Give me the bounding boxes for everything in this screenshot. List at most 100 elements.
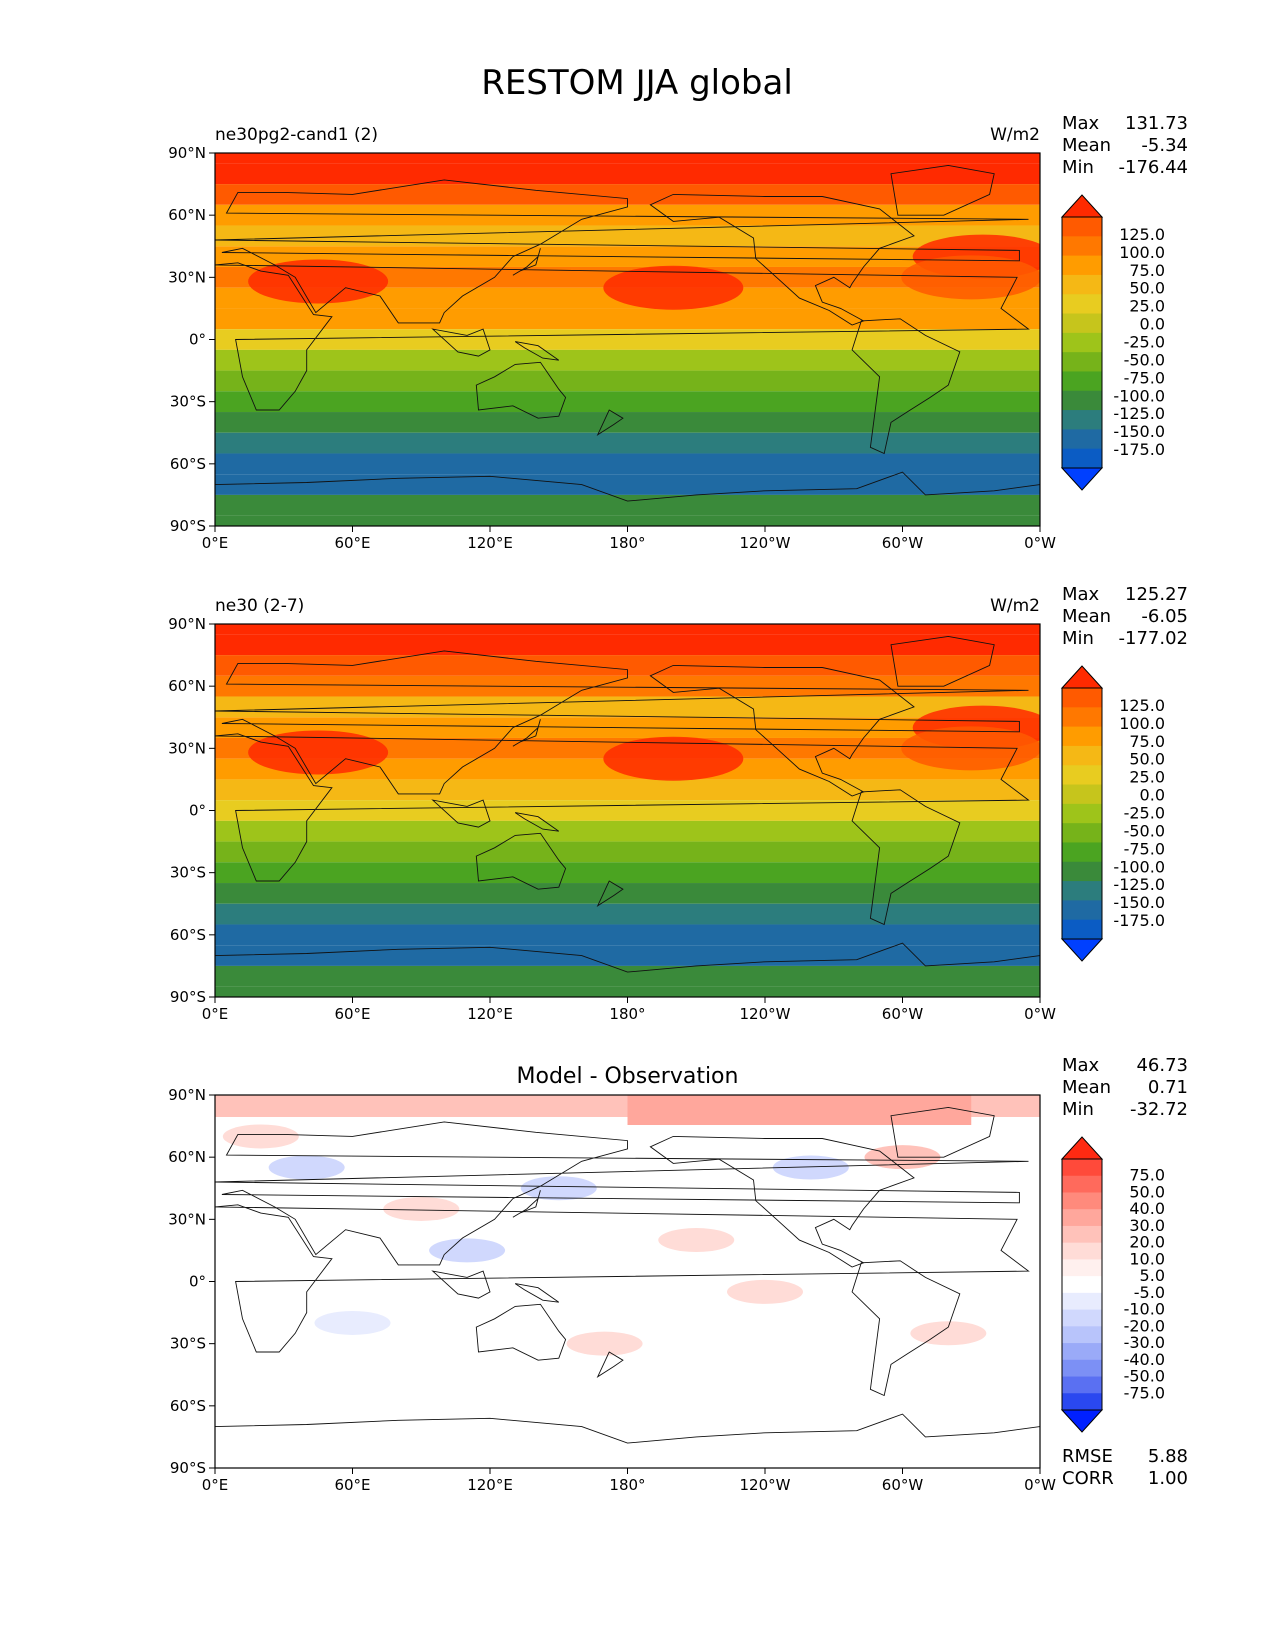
y-tick-label: 60°N [168, 677, 206, 695]
y-tick-label: 60°N [168, 206, 206, 224]
colorbar-swatch [1062, 313, 1102, 334]
coastlines [215, 164, 1040, 526]
field-band-50°N [215, 696, 1040, 718]
colorbar-swatch [1062, 371, 1102, 392]
colorbar-tick-label: 125.0 [1119, 225, 1165, 244]
panel-title: ne30pg2-cand1 (2) [215, 125, 378, 145]
stat-value-max: 125.27 [1125, 584, 1188, 605]
y-tick-label: 90°S [170, 517, 206, 535]
colorbar-frame [1061, 1158, 1103, 1411]
x-tick-label: 60°E [334, 1005, 370, 1023]
colorbar-tick-label: 125.0 [1119, 696, 1165, 715]
colorbar-tick-label: -175.0 [1113, 911, 1165, 930]
field-band-50°S [215, 432, 1040, 454]
y-tick-label: 30°S [170, 1335, 206, 1353]
x-tick-label: 120°W [740, 1005, 791, 1023]
stat-label: Mean [1062, 1077, 1111, 1098]
stat-label: Min [1062, 628, 1094, 649]
colorbar-swatch [1062, 842, 1102, 863]
colorbar-tick-label: -100.0 [1113, 857, 1165, 876]
field-band-80°S [215, 494, 1040, 516]
field-band-60°S [215, 924, 1040, 946]
colorbar-tick-label: -75.0 [1124, 839, 1165, 858]
y-tick-label: 60°S [170, 926, 206, 944]
colorbar-swatch [1062, 823, 1102, 843]
field-patch-arctic [627, 1095, 972, 1125]
stat-label: Max [1062, 113, 1100, 134]
colorbar-tick-label: -50.0 [1124, 1367, 1165, 1386]
colorbar-swatch [1062, 390, 1102, 411]
colorbar-tick-label: 50.0 [1129, 279, 1165, 298]
stat-value-mean: 0.71 [1148, 1077, 1188, 1098]
x-tick-label: 120°W [740, 1476, 791, 1494]
coastline-5 [890, 164, 995, 216]
colorbar-swatch [1062, 1393, 1102, 1411]
colorbar-swatch [1062, 726, 1102, 747]
coastline-3 [649, 1135, 915, 1268]
field-patch-5 [383, 1196, 460, 1221]
y-tick-label: 90°N [168, 144, 206, 162]
panel-1: 0°E 60°E 120°E 180° 120°W 60°W 0°W 90°N 60°N 30°N… [168, 113, 1188, 552]
y-tick-label: 30°S [170, 393, 206, 411]
colorbar-swatch [1062, 236, 1102, 257]
colorbar-tick-label: -30.0 [1124, 1333, 1165, 1352]
colorbar-tick-label: -75.0 [1124, 1383, 1165, 1402]
coastline-1 [215, 1121, 1029, 1266]
field-band-90°N [215, 153, 1040, 164]
colorbar-min-extension [1060, 1409, 1104, 1433]
stat-value-min: -176.44 [1119, 157, 1188, 178]
rmse-label: RMSE [1062, 1446, 1113, 1467]
stat-label: Max [1062, 584, 1100, 605]
colorbar-swatch [1062, 1259, 1102, 1277]
colorbar-swatch [1062, 274, 1102, 295]
colorbar-tick-label: -125.0 [1113, 875, 1165, 894]
colorbar-tick-label: 40.0 [1129, 1199, 1165, 1218]
field-patch-6 [658, 1228, 735, 1253]
field-maximum-3 [901, 726, 1040, 771]
colorbar-frame [1061, 687, 1103, 940]
field-band-70°N [215, 655, 1040, 676]
colorbar-swatch [1062, 765, 1102, 786]
colorbar: 75.050.040.030.020.010.05.0-5.0-10.0-20.… [1060, 1136, 1165, 1433]
colorbar-swatch [1062, 410, 1102, 430]
field-band-30°S [215, 391, 1040, 413]
colorbar-tick-label: 75.0 [1129, 732, 1165, 751]
colorbar-tick-label: -50.0 [1124, 350, 1165, 369]
coastline-4 [851, 318, 961, 455]
colorbar-tick-label: 75.0 [1129, 261, 1165, 280]
field-band-70°S [215, 474, 1040, 495]
field-band-10°S [215, 820, 1040, 842]
colorbar-swatch [1062, 1376, 1102, 1394]
y-tick-label: 90°S [170, 988, 206, 1006]
field-maximum-1 [603, 265, 744, 310]
field-patch-0 [268, 1155, 345, 1180]
colorbar-tick-label: -150.0 [1113, 893, 1165, 912]
colorbar-tick-label: -50.0 [1124, 821, 1165, 840]
coastline-3 [649, 664, 915, 797]
coastline-9 [512, 1190, 541, 1218]
colorbar-swatch [1062, 1192, 1102, 1210]
coastline-0 [215, 262, 1030, 411]
field-band-20°S [215, 370, 1040, 392]
colorbar-tick-label: -125.0 [1113, 404, 1165, 423]
field-band-90°N [215, 624, 1040, 635]
colorbar-max-extension [1060, 194, 1104, 218]
corr-label: CORR [1062, 1468, 1114, 1489]
field-maximum-3 [901, 255, 1040, 300]
x-tick-label: 0°W [1024, 1476, 1056, 1494]
y-tick-label: 30°N [168, 1210, 206, 1228]
coastline-4 [851, 789, 961, 926]
coastline-7 [431, 1270, 491, 1299]
colorbar-tick-label: -40.0 [1124, 1350, 1165, 1369]
colorbar-swatch [1062, 1326, 1102, 1344]
field-band-40°S [215, 412, 1040, 433]
y-tick-label: 90°S [170, 1459, 206, 1477]
coastline-3 [649, 193, 915, 326]
field-band-80°N [215, 163, 1040, 185]
field-band-60°S [215, 453, 1040, 475]
colorbar-swatch [1062, 1159, 1102, 1177]
y-tick-label: 30°N [168, 268, 206, 286]
x-tick-label: 120°E [467, 1476, 513, 1494]
colorbar-swatch [1062, 1175, 1102, 1193]
coastline-0 [215, 733, 1030, 882]
